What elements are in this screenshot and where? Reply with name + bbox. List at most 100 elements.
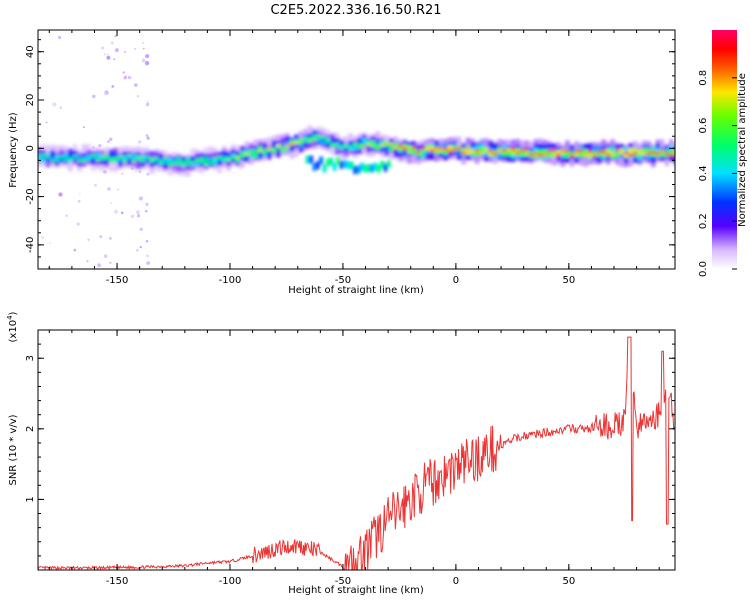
- spectrogram-cell: [610, 146, 615, 156]
- spectrogram-cell: [623, 152, 629, 158]
- snr-x-ticks: -150 -100 -50 0 50: [48, 330, 660, 587]
- spectrogram-cell: [294, 141, 299, 145]
- spectrogram-speckle: [120, 211, 124, 215]
- spectrogram-cell: [479, 152, 484, 155]
- y-tick-label: 1: [25, 496, 36, 502]
- spectrogram-cell: [329, 157, 334, 166]
- spectrogram-y-label: Frequency (Hz): [8, 112, 19, 188]
- spectrogram-cell: [538, 154, 543, 157]
- spectrogram-cell: [289, 143, 295, 146]
- snr-frame: [37, 329, 676, 571]
- spectrogram-speckle: [109, 261, 112, 264]
- spectrogram-speckle: [101, 46, 105, 50]
- spectrogram-speckle: [136, 249, 139, 252]
- spectrogram-cell: [614, 149, 620, 152]
- spectrogram-cell: [524, 151, 530, 157]
- spectrogram-cell: [325, 139, 331, 143]
- spectrogram-cell: [289, 141, 295, 151]
- spectrogram-speckle: [138, 196, 144, 201]
- spectrogram-cell: [479, 147, 484, 153]
- spectrogram-cell: [376, 164, 381, 173]
- spectrogram-cell: [140, 159, 146, 163]
- spectrogram-cell: [163, 157, 168, 160]
- spectrogram-cell: [50, 151, 55, 161]
- spectrogram-cell: [217, 156, 222, 159]
- spectrogram-cell: [551, 148, 557, 152]
- y-tick-label: -40: [25, 237, 36, 253]
- snr-y-ticks: 1 2 3: [25, 343, 675, 557]
- spectrogram-cell: [59, 155, 64, 159]
- spectrogram-cell: [447, 145, 453, 151]
- spectrogram-cell: [230, 155, 236, 159]
- colorbar-tick-label: 0.0: [698, 261, 709, 277]
- spectrogram-speckle: [111, 85, 115, 88]
- spectrogram-cell: [461, 148, 466, 154]
- y-tick-label: 2: [25, 426, 36, 432]
- spectrogram-speckle: [113, 209, 119, 214]
- spectrogram-cell: [614, 152, 620, 158]
- spectrogram-cell: [352, 145, 358, 151]
- spectrogram-cell: [592, 151, 597, 157]
- spectrogram-cell: [542, 153, 548, 156]
- spectrogram-speckle: [146, 172, 150, 176]
- spectrogram-cell: [388, 142, 394, 146]
- spectrogram-cell: [547, 152, 552, 158]
- spectrogram-cell: [122, 159, 128, 163]
- spectrogram-cell: [267, 147, 272, 157]
- spectrogram-cell: [547, 150, 552, 153]
- spectrogram-cell: [149, 150, 155, 165]
- spectrogram-speckle: [104, 53, 107, 56]
- spectrogram-cell: [203, 157, 209, 160]
- spectrogram-cell: [366, 164, 371, 173]
- spectrogram-cell: [438, 147, 444, 153]
- spectrogram-cell: [363, 164, 368, 173]
- spectrogram-cell: [267, 147, 272, 150]
- spectrogram-speckle: [139, 246, 142, 249]
- spectrogram-cell: [339, 146, 344, 149]
- spectrogram-cell: [253, 152, 259, 158]
- spectrogram-speckle: [136, 95, 140, 98]
- spectrogram-speckle: [103, 254, 108, 258]
- spectrogram-cell: [379, 142, 385, 152]
- spectrogram-cell: [637, 150, 643, 153]
- spectrogram-cell: [235, 155, 240, 159]
- spectrogram-cell: [669, 149, 674, 155]
- spectrogram-cell: [72, 154, 78, 158]
- spectrogram-cell: [90, 154, 96, 164]
- spectrogram-cell: [167, 163, 173, 166]
- spectrogram-cell: [257, 149, 263, 159]
- spectrogram-cell: [447, 150, 453, 154]
- spectrogram-cell: [366, 143, 371, 146]
- spectrogram-cell: [601, 150, 606, 154]
- spectrogram-cell: [312, 137, 317, 141]
- spectrogram-cell: [628, 147, 634, 153]
- spectrogram-cell: [163, 158, 168, 164]
- spectrogram-cell: [131, 159, 137, 163]
- spectrogram-cell: [456, 146, 462, 156]
- spectrogram-cell: [619, 151, 624, 155]
- spectrogram-cell: [369, 164, 374, 173]
- spectrogram-cell: [253, 149, 259, 153]
- spectrogram-cell: [257, 149, 263, 153]
- spectrogram-speckle: [142, 41, 145, 45]
- spectrogram-cell: [619, 148, 624, 154]
- spectrogram-speckle: [145, 134, 149, 137]
- spectrogram-speckle: [127, 75, 132, 80]
- spectrogram-cell: [556, 150, 561, 156]
- spectrogram-speckle: [109, 237, 112, 240]
- spectrogram-cell: [583, 154, 588, 158]
- spectrogram-cell: [154, 157, 159, 160]
- spectrogram-speckle: [58, 192, 63, 197]
- spectrogram-cell: [221, 151, 227, 161]
- spectrogram-cell: [321, 139, 326, 145]
- spectrogram-cell: [126, 155, 132, 161]
- spectrogram-cell: [244, 152, 250, 162]
- spectrogram-cell: [411, 146, 417, 150]
- spectrogram-cell: [334, 143, 340, 149]
- colorbar-tick-label: 0.8: [698, 70, 709, 86]
- snr-panel: -150 -100 -50 0 50 1 2 3 Height of straight li…: [6, 311, 676, 596]
- spectrogram-cell: [592, 147, 597, 157]
- spectrogram-cell: [95, 158, 100, 161]
- spectrogram-cell: [425, 147, 430, 151]
- spectrogram-cell: [68, 151, 73, 161]
